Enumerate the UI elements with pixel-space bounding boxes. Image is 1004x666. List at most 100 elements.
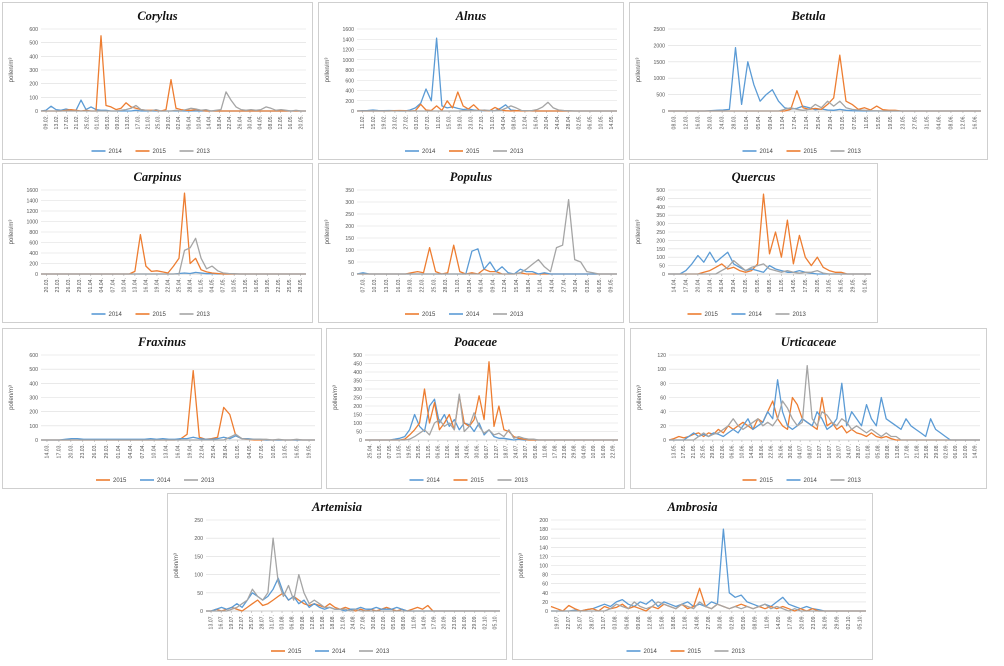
x-tick-label: 13.04. [164,444,170,458]
x-tick-label: 16.05. [295,444,301,458]
x-tick-label: 28.04. [566,115,572,129]
x-tick-label: 17.05. [803,278,809,292]
y-tick-label: 50 [197,591,203,597]
x-tick-label: 27.08. [361,615,367,629]
x-tick-label: 24.07. [846,444,852,458]
x-tick-label: 05.03. [105,115,111,129]
chart-title: Populus [450,170,493,184]
x-tick-label: 05.08. [875,444,881,458]
x-tick-label: 11.05. [864,115,870,129]
legend-label-2013: 2013 [510,149,524,155]
x-tick-label: 19.05. [888,115,894,129]
x-tick-label: 14.04. [671,278,677,292]
x-tick-label: 29.05. [851,278,857,292]
x-tick-label: 16.04. [176,444,182,458]
y-tick-label: 200 [29,410,38,416]
x-tick-label: 20.05. [815,278,821,292]
x-tick-label: 04.05. [210,278,216,292]
legend-label-2013: 2013 [376,649,390,655]
chart-svg: Betula pollen/m³ 0 500 1000 1500 2000 2500 08.03… [636,9,981,155]
x-tick-label: 04.09. [581,444,587,458]
x-tick-label: 08.07. [807,444,813,458]
legend-label-2014: 2014 [804,478,818,484]
x-tick-label: 23.04. [707,278,713,292]
x-tick-label: 25.04. [211,444,217,458]
x-tick-label: 23.08. [562,444,568,458]
y-tick-label: 60 [660,396,666,402]
y-tick-label: 50 [348,260,354,266]
x-tick-label: 07.04. [110,278,116,292]
x-tick-label: 17.09. [432,615,438,629]
x-tick-label: 07.05. [852,115,858,129]
chart-svg: Poaceae pollen/m³ 0 50 100 150 200 250 300 350 400… [333,335,618,484]
y-tick-label: 2000 [653,43,665,49]
x-tick-label: 20.05. [298,115,304,129]
series-line-2014 [668,47,981,112]
y-tick-label: 600 [29,241,38,247]
chart-svg: Ambrosia pollen/m³ 0 20 40 60 80 100 120 140 160 18… [519,500,866,655]
x-tick-label: 16.04. [533,115,539,129]
y-tick-label: 150 [656,247,665,253]
x-tick-label: 27.08. [706,615,712,629]
x-tick-label: 08.09. [401,615,407,629]
x-tick-label: 09.08. [636,615,642,629]
x-tick-label: 20.09. [799,615,805,629]
chart-svg: Alnus pollen/m³ 0 200 400 600 800 1000 1200 1400 1… [325,9,617,155]
legend-label-2015: 2015 [705,312,719,318]
x-tick-label: 20.04. [695,278,701,292]
y-tick-label: 80 [660,381,666,387]
x-tick-label: 28.04. [188,278,194,292]
y-tick-label: 160 [539,536,548,542]
x-tick-label: 08.03. [672,115,678,129]
x-tick-label: 16.07. [219,615,225,629]
series-line-2015 [41,192,306,275]
x-tick-label: 25.03. [156,115,162,129]
y-tick-label: 100 [194,573,203,579]
x-tick-label: 31.03. [490,115,496,129]
chart-svg: Carpinus pollen/m³ 0 200 400 600 800 1000 1200 14… [9,170,306,318]
x-tick-label: 04.05. [258,115,264,129]
series-line-2013 [551,601,866,612]
x-tick-label: 12.07. [494,444,500,458]
y-tick-label: 0 [662,272,665,278]
legend-label-2014: 2014 [749,312,763,318]
x-tick-label: 14.05. [791,278,797,292]
x-tick-label: 23.09. [452,615,458,629]
y-tick-label: 1400 [342,37,354,43]
x-tick-label: 01.04. [88,278,94,292]
x-tick-label: 04.07. [798,444,804,458]
x-tick-label: 02.06. [720,444,726,458]
y-tick-label: 0 [351,109,354,115]
x-tick-label: 19.07. [229,615,235,629]
x-tick-label: 03.04. [467,278,473,292]
x-tick-label: 25.08. [924,444,930,458]
x-tick-label: 29.03. [166,115,172,129]
x-tick-label: 06.06. [730,444,736,458]
y-tick-label: 350 [345,188,354,194]
y-tick-label: 200 [656,238,665,244]
chart-svg: Populus pollen/m³ 0 50 100 150 200 250 300 350 07.… [325,170,617,318]
x-tick-label: 25.05. [287,278,293,292]
y-tick-label: 100 [656,255,665,261]
y-tick-label: 300 [29,68,38,74]
chart-title: Poaceae [454,335,497,349]
x-tick-label: 19.05. [406,444,412,458]
x-tick-label: 25.02. [84,115,90,129]
x-tick-label: 16.03. [696,115,702,129]
x-tick-label: 17.08. [552,444,558,458]
series-line-2013 [357,198,617,275]
x-tick-label: 02.05. [577,115,583,129]
x-tick-label: 04.05. [247,444,253,458]
legend-label-2015: 2015 [422,312,436,318]
legend-label-2014: 2014 [332,649,346,655]
x-tick-label: 19.04. [187,444,193,458]
x-tick-label: 22.04. [199,444,205,458]
x-tick-label: 26.06. [778,444,784,458]
chart-svg: Quercus pollen/m³ 0 50 100 150 200 250 300 350 400… [636,170,871,318]
x-tick-label: 12.04. [502,278,508,292]
x-tick-label: 12.08. [310,615,316,629]
x-tick-label: 06.06. [435,444,441,458]
x-tick-label: 26.04. [237,115,243,129]
x-tick-label: 13.03. [125,115,131,129]
x-tick-label: 24.08. [694,615,700,629]
